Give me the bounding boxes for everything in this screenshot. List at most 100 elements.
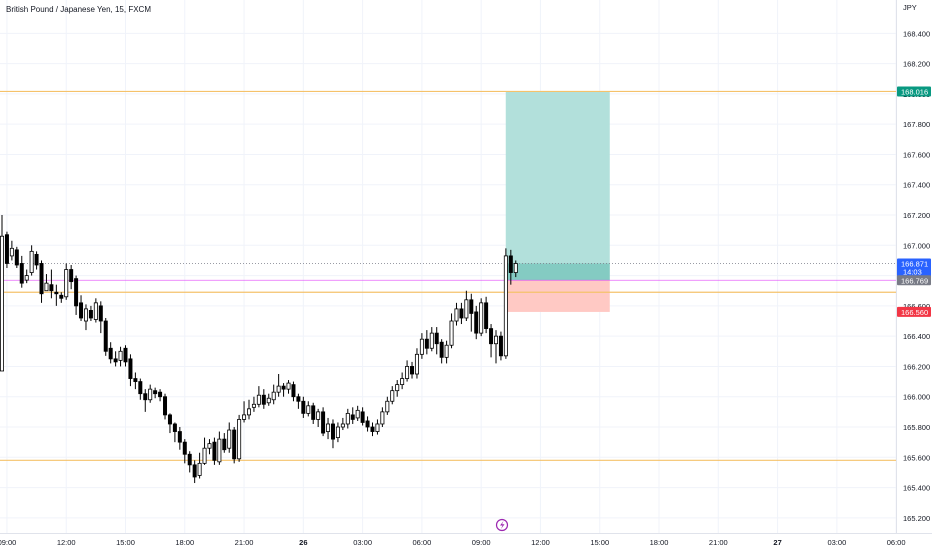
lightning-event-icon[interactable]: [495, 518, 509, 532]
candle-body: [64, 269, 69, 298]
candle-body: [493, 335, 498, 345]
candle-body: [9, 247, 14, 257]
candle-body: [375, 423, 380, 432]
candle-body: [197, 462, 202, 476]
candle-body: [449, 320, 454, 346]
candle-body: [400, 378, 405, 386]
candle-body: [464, 299, 469, 319]
candle-body: [242, 414, 247, 420]
candle-body: [444, 344, 449, 358]
candle-body: [108, 347, 113, 360]
entry-price-badge: 166.769: [901, 276, 928, 285]
candle-body: [360, 411, 365, 423]
candle-body: [133, 378, 138, 382]
candle-body: [330, 423, 335, 440]
open-pnl-zone: [505, 263, 610, 281]
stop-price-badge-bg: [897, 306, 931, 317]
candle-body: [276, 385, 281, 393]
x-tick-label: 18:00: [650, 538, 669, 547]
candle-body: [459, 308, 464, 319]
candle-body: [4, 234, 9, 264]
candle-body: [98, 305, 103, 322]
y-tick-label: 167.600: [903, 150, 930, 159]
candle-body: [311, 405, 316, 420]
candle-body: [158, 391, 163, 398]
candle-body: [192, 464, 197, 478]
candle-body: [69, 269, 74, 283]
candle-body: [19, 263, 24, 284]
candle-body: [167, 414, 172, 425]
y-tick-label: 167.200: [903, 211, 930, 220]
x-tick-label: 21:00: [709, 538, 728, 547]
candle-body: [390, 390, 395, 402]
candle-body: [49, 284, 54, 292]
candle-body: [439, 341, 444, 358]
candle-body: [93, 302, 98, 320]
candle-body: [24, 275, 29, 281]
candle-body: [29, 250, 34, 273]
target-price-badge: 168.016: [901, 87, 928, 96]
candle-body: [321, 411, 326, 434]
candle-body: [128, 358, 133, 379]
candle-body: [326, 423, 331, 432]
candle-body: [237, 419, 242, 460]
candle-body: [345, 412, 350, 425]
candle-body: [355, 409, 360, 419]
candle-body: [74, 278, 79, 307]
candle-body: [103, 320, 108, 352]
candle-body: [54, 291, 59, 295]
x-tick-label: 26: [299, 538, 307, 547]
x-tick-label: 27: [773, 538, 781, 547]
candle-body: [59, 294, 64, 299]
candle-body: [172, 423, 177, 432]
candle-body: [316, 411, 321, 420]
candle-body: [385, 400, 390, 413]
candle-body: [271, 391, 276, 401]
candle-body: [405, 366, 410, 379]
candle-body: [148, 388, 153, 401]
candle-body: [340, 423, 345, 428]
y-tick-label: 165.800: [903, 423, 930, 432]
time-axis[interactable]: 09:00 12:00 15:00 18:00 21:00 26 03:00 06:00 09:…: [0, 533, 932, 548]
candle-body: [177, 431, 182, 443]
x-tick-label: 15:00: [590, 538, 609, 547]
candle-body: [266, 397, 271, 404]
candle-body: [39, 263, 44, 295]
candle-body: [222, 438, 227, 451]
candle-body: [44, 282, 49, 292]
candle-body: [83, 308, 88, 322]
candle-body: [479, 302, 484, 334]
candle-body: [286, 382, 291, 390]
y-tick-label: 166.000: [903, 393, 930, 402]
candle-body: [410, 366, 415, 375]
y-tick-label: 167.800: [903, 120, 930, 129]
candle-body: [143, 393, 148, 401]
candle-body: [153, 390, 158, 395]
candle-body: [212, 441, 217, 461]
stop-price-badge: 166.560: [901, 308, 928, 317]
candle-body: [380, 411, 385, 425]
candle-body: [424, 338, 429, 349]
target-zone: [505, 91, 610, 281]
x-tick-label: 09:00: [472, 538, 491, 547]
candle-body: [306, 405, 311, 414]
position-zones[interactable]: [505, 91, 610, 312]
candle-body: [227, 429, 232, 449]
y-tick-label: 166.600: [903, 302, 930, 311]
candle-body: [469, 299, 474, 314]
candle-body: [187, 453, 192, 466]
candlestick-series: [0, 215, 518, 484]
candle-body: [296, 396, 301, 402]
candle-body: [182, 441, 187, 455]
horizontal-levels[interactable]: [0, 90, 897, 461]
x-tick-label: 18:00: [175, 538, 194, 547]
candle-body: [217, 438, 222, 463]
candle-body: [113, 358, 118, 363]
candle-body: [503, 255, 508, 357]
candle-body: [429, 332, 434, 349]
current-price-badge-countdown: 14:03: [903, 267, 922, 276]
y-tick-label: 166.200: [903, 362, 930, 371]
candle-body: [454, 308, 459, 322]
